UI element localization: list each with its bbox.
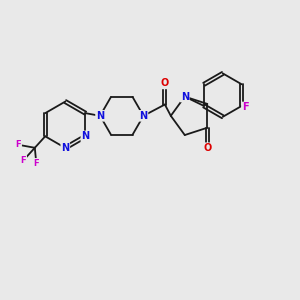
Text: N: N bbox=[81, 131, 89, 141]
Text: O: O bbox=[161, 78, 169, 88]
Text: F: F bbox=[16, 140, 21, 149]
Text: N: N bbox=[140, 111, 148, 121]
Text: N: N bbox=[61, 143, 69, 153]
Text: F: F bbox=[21, 156, 26, 165]
Text: N: N bbox=[96, 111, 104, 121]
Text: O: O bbox=[203, 143, 212, 153]
Text: F: F bbox=[242, 102, 248, 112]
Text: N: N bbox=[181, 92, 189, 102]
Text: F: F bbox=[34, 159, 39, 168]
